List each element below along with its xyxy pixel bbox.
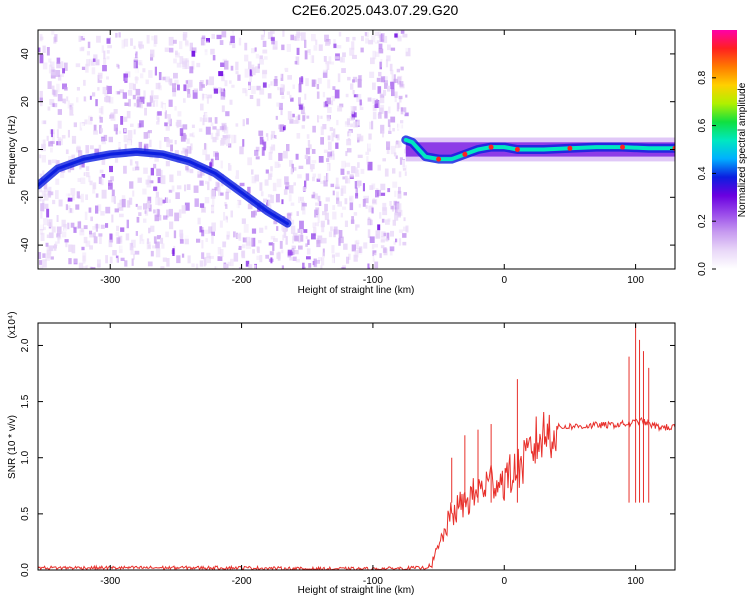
colorbar-bar xyxy=(712,30,737,269)
spectrogram-y-tick-label: 20 xyxy=(20,96,31,108)
spectrogram-peak xyxy=(436,156,442,162)
snr-x-axis-label: Height of straight line (km) xyxy=(298,585,415,596)
colorbar-tick-label: 0.0 xyxy=(697,262,708,276)
spectrogram-x-axis-label: Height of straight line (km) xyxy=(298,285,415,296)
colorbar: 0.0 0.2 0.4 0.6 0.8 Normalized spectral ampl… xyxy=(697,30,748,276)
spectrogram-y-tick-label: 40 xyxy=(20,48,31,60)
spectrogram-peak xyxy=(514,147,520,152)
snr-y-tick-label: 1.0 xyxy=(20,450,31,464)
spectrogram-peak xyxy=(567,145,573,151)
snr-y-axis-label: SNR (10 * v/v) xyxy=(7,415,18,479)
spectrogram-y-tick-label: 0 xyxy=(20,146,31,152)
spectrogram-x-tick-label: -200 xyxy=(232,275,252,286)
colorbar-tick-label: 0.4 xyxy=(697,166,708,180)
spectrogram-ridge-left-core xyxy=(38,150,289,226)
snr-plot-area xyxy=(38,323,675,570)
colorbar-tick-label: 0.2 xyxy=(697,214,708,228)
snr-y-multiplier: (x10⁴) xyxy=(7,311,18,338)
spectrogram-x-tick-label: -300 xyxy=(100,275,120,286)
snr-line xyxy=(38,411,675,570)
spectrogram-peak xyxy=(620,144,625,150)
spectrogram-heatmap xyxy=(38,30,675,269)
snr-x-tick-label: -100 xyxy=(363,576,383,587)
colorbar-ticks: 0.0 0.2 0.4 0.6 0.8 xyxy=(697,70,716,276)
colorbar-tick-label: 0.6 xyxy=(697,118,708,132)
snr-panel: -300 -200 -100 0 100 0.0 0.5 1.0 1.5 2.0 Height o… xyxy=(7,311,676,596)
snr-y-tick-label: 1.5 xyxy=(20,394,31,408)
snr-y-tick-label: 2.0 xyxy=(20,338,31,352)
spectrogram-frame xyxy=(37,29,676,270)
spectrogram-y-tick-label: -40 xyxy=(20,237,31,252)
spectrogram-x-tick-label: -100 xyxy=(363,275,383,286)
spectrogram-noise xyxy=(38,30,411,269)
snr-ticks: -300 -200 -100 0 100 0.0 0.5 1.0 1.5 2.0 xyxy=(20,323,675,587)
snr-x-tick-label: 0 xyxy=(501,576,507,587)
spectrogram-y-axis-label: Frequency (Hz) xyxy=(7,116,18,185)
colorbar-tick-label: 0.8 xyxy=(697,70,708,84)
spectrogram-y-tick-label: -20 xyxy=(20,190,31,205)
figure-title: C2E6.2025.043.07.29.G20 xyxy=(291,2,459,18)
spectrogram-x-tick-label: 0 xyxy=(501,275,507,286)
snr-series-line xyxy=(38,323,675,570)
spectrogram-ridge-left xyxy=(38,147,292,228)
spectrogram-peak xyxy=(462,151,468,157)
colorbar-label: Normalized spectral amplitude xyxy=(737,82,748,217)
snr-y-tick-label: 0.0 xyxy=(20,563,31,577)
spectrogram-peak xyxy=(488,144,494,150)
snr-x-tick-label: 100 xyxy=(627,576,644,587)
snr-y-tick-label: 0.5 xyxy=(20,506,31,520)
snr-frame xyxy=(37,322,676,571)
snr-x-tick-label: -300 xyxy=(100,576,120,587)
snr-x-tick-label: -200 xyxy=(232,576,252,587)
spectrogram-x-tick-label: 100 xyxy=(627,275,644,286)
